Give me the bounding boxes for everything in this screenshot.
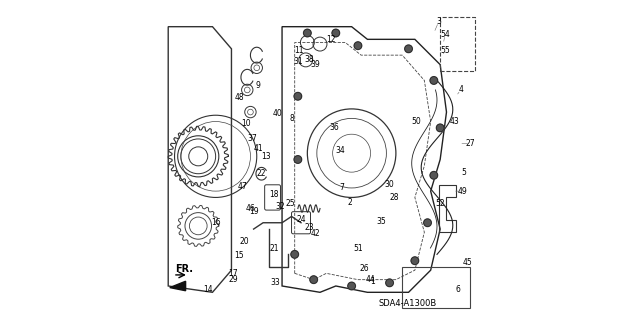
Text: 48: 48 [234,93,244,102]
Text: 31: 31 [293,57,303,66]
Circle shape [436,124,444,132]
Text: 4: 4 [458,85,463,94]
Circle shape [430,172,438,179]
Text: 20: 20 [239,237,249,246]
Text: 28: 28 [390,193,399,202]
Text: 47: 47 [237,182,248,191]
Text: 21: 21 [269,243,279,253]
Text: 13: 13 [261,152,271,161]
Text: 37: 37 [247,134,257,144]
Circle shape [291,250,298,258]
Polygon shape [170,281,186,291]
Circle shape [348,282,355,290]
Text: 14: 14 [203,285,212,294]
Circle shape [386,279,394,286]
Text: 19: 19 [249,207,259,216]
Text: 45: 45 [462,258,472,267]
Circle shape [310,276,317,284]
Text: 8: 8 [289,114,294,123]
Text: 41: 41 [253,144,263,153]
Text: 26: 26 [360,264,369,273]
Text: 6: 6 [455,285,460,294]
Text: 22: 22 [257,169,266,178]
Bar [440,17,475,71]
Circle shape [303,29,311,37]
Text: 39: 39 [310,60,320,69]
Text: 36: 36 [330,123,339,132]
Circle shape [354,42,362,49]
Circle shape [294,156,301,163]
Text: 30: 30 [385,180,394,189]
Text: 44: 44 [365,275,376,284]
Circle shape [411,257,419,264]
Text: 9: 9 [256,81,260,90]
Text: 27: 27 [465,139,475,148]
Text: 16: 16 [211,218,220,227]
Circle shape [424,219,431,226]
Text: 11: 11 [294,46,304,55]
Circle shape [404,45,412,53]
Circle shape [294,93,301,100]
Text: 10: 10 [241,119,250,128]
Text: 17: 17 [228,269,238,278]
Text: 3: 3 [436,18,441,26]
Text: 42: 42 [310,229,320,238]
Text: 35: 35 [377,217,387,226]
Text: 25: 25 [285,199,295,208]
Text: 7: 7 [340,183,344,192]
Circle shape [430,77,438,84]
Text: 40: 40 [273,109,282,118]
Text: 54: 54 [440,30,450,39]
Circle shape [332,29,340,37]
Text: 1: 1 [370,277,374,286]
Text: 15: 15 [234,251,244,260]
Text: FR.: FR. [175,264,193,274]
Text: 12: 12 [326,35,336,44]
Text: 5: 5 [461,168,467,177]
Text: 34: 34 [335,145,346,154]
Text: 46: 46 [246,204,255,213]
Text: 50: 50 [412,117,421,126]
Text: 49: 49 [458,187,467,196]
Text: 29: 29 [228,275,238,284]
Text: 23: 23 [304,223,314,232]
Text: 24: 24 [296,215,306,224]
Text: SDA4-A1300B: SDA4-A1300B [378,299,436,308]
Text: 55: 55 [440,46,450,55]
Text: 38: 38 [304,56,314,64]
Text: 43: 43 [449,117,460,126]
Text: 52: 52 [435,199,445,208]
Bar [402,267,470,308]
Text: 18: 18 [269,190,279,199]
Text: 2: 2 [348,198,353,207]
Text: 51: 51 [353,243,363,253]
Text: 33: 33 [271,278,280,287]
Text: 32: 32 [276,203,285,211]
